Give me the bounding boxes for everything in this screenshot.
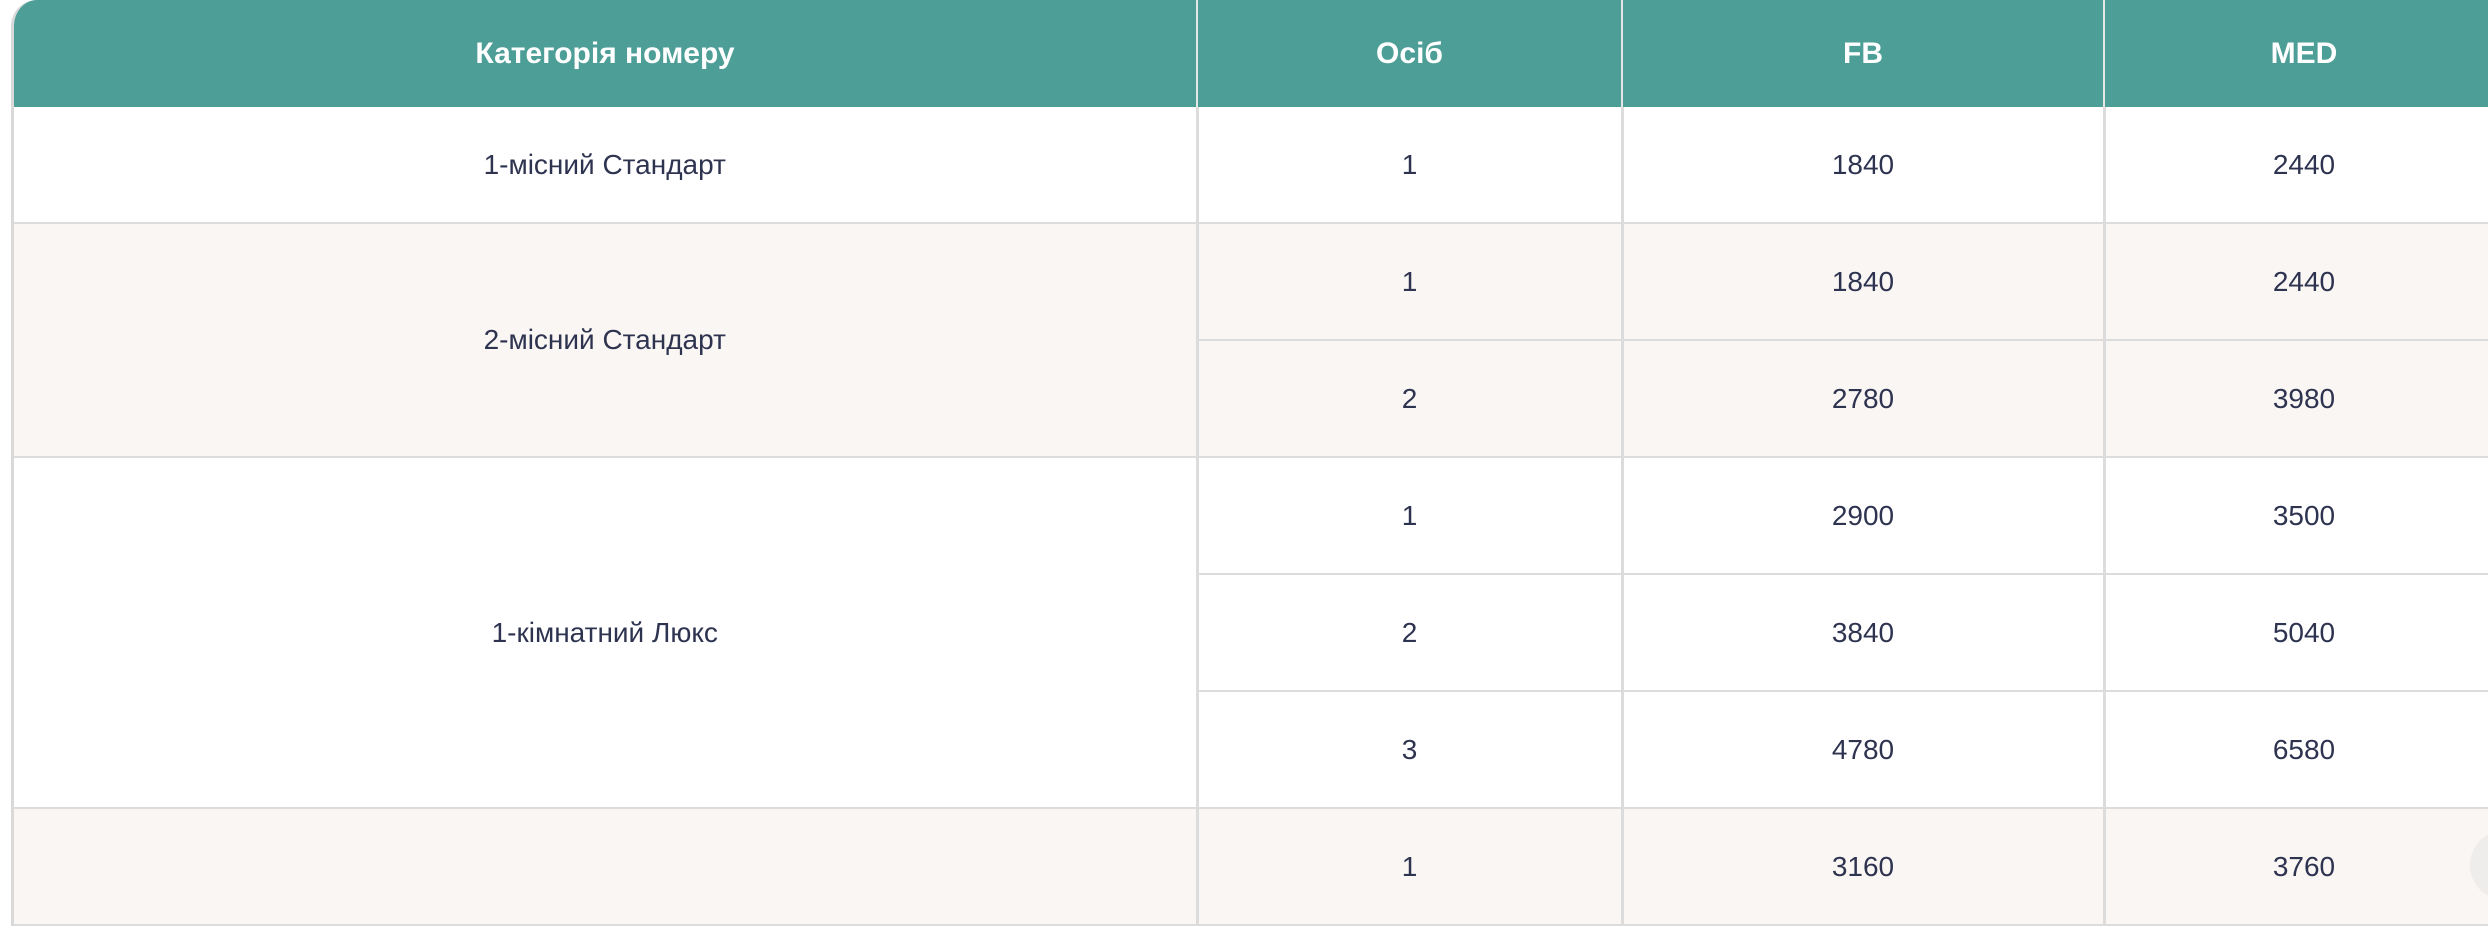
fb-price-cell: 1840 [1622,223,2106,341]
price-table-container: Категорія номеру Осіб FB MED 1-місний Ст… [11,0,2488,926]
header-med: MED [2104,0,2488,107]
header-fb: FB [1622,0,2105,107]
persons-cell: 1 [1197,107,1624,224]
category-cell: 1-місний Стандарт [14,107,1199,224]
fb-price-cell: 2900 [1622,457,2106,575]
persons-cell: 2 [1197,340,1624,458]
fb-price-cell: 4780 [1622,691,2106,809]
header-persons: Осіб [1197,0,1623,107]
persons-cell: 1 [1197,457,1624,575]
med-price-cell: 3500 [2104,457,2488,575]
table-row: 2 3840 5040 [14,574,2488,692]
header-category: Категорія номеру [14,0,1198,107]
med-price-cell: 3980 [2104,340,2488,458]
persons-cell: 1 [1197,223,1624,341]
table-row: 1-кімнатний Люкс 1 2900 3500 [14,457,2488,809]
category-cell: 1-кімнатний Люкс [14,457,1199,809]
med-price-cell: 6580 [2104,691,2488,809]
fb-price-cell: 1840 [1622,107,2106,224]
med-price-cell: 2440 [2104,223,2488,341]
table-row: 2 2780 3980 [14,340,2488,458]
table-header-row: Категорія номеру Осіб FB MED [14,0,2488,107]
persons-cell: 3 [1197,691,1624,809]
table-row: 3 4780 6580 [14,691,2488,809]
fb-price-cell: 3840 [1622,574,2106,692]
category-cell: 2-місний Стандарт [14,223,1199,458]
med-price-cell: 3760 [2104,808,2488,926]
category-cell [14,808,1199,926]
price-table: Категорія номеру Осіб FB MED 1-місний Ст… [14,0,2488,926]
persons-cell: 1 [1197,808,1624,926]
fb-price-cell: 3160 [1622,808,2106,926]
floating-button[interactable] [2470,830,2488,900]
table-row: 1 3160 3760 [14,808,2488,926]
med-price-cell: 2440 [2104,107,2488,224]
table-row: 1-місний Стандарт 1 1840 2440 [14,107,2488,224]
persons-cell: 2 [1197,574,1624,692]
table-row: 2-місний Стандарт 1 1840 2440 [14,223,2488,458]
med-price-cell: 5040 [2104,574,2488,692]
fb-price-cell: 2780 [1622,340,2106,458]
